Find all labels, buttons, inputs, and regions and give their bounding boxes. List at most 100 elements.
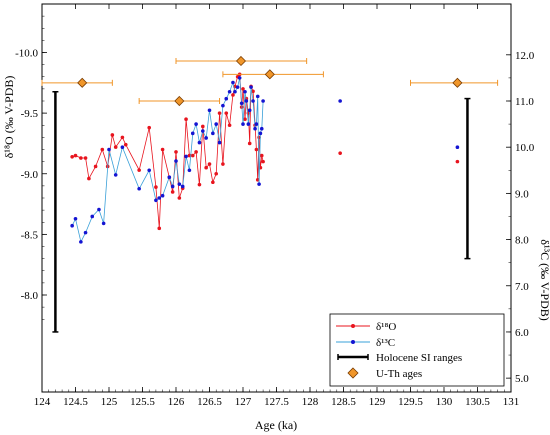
d13c-point — [190, 131, 195, 136]
d13c-point — [194, 122, 198, 126]
d13c-point — [147, 168, 151, 173]
d18o-point — [73, 153, 78, 158]
d13c-point — [180, 184, 185, 189]
uth-age-marker-0 — [77, 77, 88, 88]
x-tick-label-7: 127.5 — [264, 396, 289, 408]
x-tick-label-6: 127 — [235, 396, 252, 408]
legend-label-uth: U-Th ages — [376, 368, 422, 380]
d13c-point — [83, 230, 88, 235]
d18o-point — [227, 123, 232, 128]
d18o-point — [184, 117, 188, 121]
legend-marker-d18o — [351, 324, 355, 328]
x-tick-label-13: 130.5 — [465, 396, 490, 408]
d18o-point — [190, 153, 195, 158]
d18o-point — [338, 151, 342, 155]
d13c-point — [247, 108, 252, 113]
series-layer — [41, 55, 499, 333]
x-tick-label-10: 129 — [369, 396, 386, 408]
x-tick-label-12: 130 — [436, 396, 453, 408]
d13c-point — [257, 182, 261, 186]
d13c-point — [224, 96, 229, 101]
d13c-point — [235, 85, 240, 89]
d18o-point — [160, 147, 165, 152]
d13c-point — [70, 223, 74, 228]
d13c-point — [253, 126, 257, 131]
y-left-tick-label-2: -9.0 — [21, 169, 39, 181]
d13c-point — [197, 140, 202, 145]
d18o-point — [147, 125, 151, 130]
d18o-point — [211, 180, 215, 185]
d18o-point — [254, 147, 259, 152]
legend-label-d13c: δ¹³C — [376, 337, 395, 349]
d13c-point — [217, 140, 222, 145]
d13c-point — [241, 122, 245, 126]
d18o-point — [241, 87, 245, 91]
d13c-point — [170, 184, 175, 189]
d13c-point — [184, 154, 188, 159]
d13c-point — [157, 196, 162, 200]
legend-label-holocene: Holocene SI ranges — [376, 352, 462, 364]
uth-age-marker-4 — [452, 77, 463, 88]
d13c-point — [113, 173, 118, 177]
y-left-tick-label-4: -8.0 — [21, 290, 39, 302]
y-axis-right-label: δ¹³C (‰ V-PDB) — [538, 239, 550, 321]
d13c-point — [204, 136, 208, 140]
d18o-point — [224, 111, 229, 115]
d18o-point — [83, 156, 88, 160]
y-left-tick-label-3: -8.5 — [21, 229, 39, 241]
d18o-point — [174, 150, 178, 154]
d18o-point — [455, 159, 460, 164]
x-tick-label-11: 129.5 — [398, 396, 423, 408]
y-right-tick-label-0: 5.0 — [515, 373, 529, 385]
y-right-tick-label-1: 6.0 — [515, 327, 529, 339]
d13c-point — [79, 240, 83, 244]
x-tick-label-9: 128.5 — [331, 396, 356, 408]
d13c-point — [243, 89, 247, 94]
uth-age-marker-2 — [235, 55, 247, 67]
d18o-point — [259, 153, 264, 158]
legend: δ¹⁸O δ¹³C Holocene SI ranges U-Th ages — [329, 313, 505, 387]
d13c-point — [255, 94, 260, 99]
d13c-point — [73, 216, 78, 221]
d18o-point — [197, 182, 202, 187]
d13c-point — [90, 214, 95, 219]
y-right-tick-label-5: 10.0 — [515, 142, 535, 154]
legend-label-d18o: δ¹⁸O — [376, 321, 396, 333]
y-right-tick-label-4: 9.0 — [515, 188, 529, 200]
d18o-point — [170, 190, 175, 194]
y-right-tick-label-6: 11.0 — [515, 96, 534, 108]
d13c-point — [231, 80, 235, 85]
d18o-point — [100, 147, 105, 152]
d18o-point — [261, 159, 265, 164]
d18o-point — [137, 168, 141, 172]
d13c-point — [154, 198, 158, 203]
legend-marker-uth — [347, 367, 359, 379]
d18o-point — [157, 226, 162, 231]
d13c-point — [233, 89, 237, 94]
y-right-tick-label-7: 12.0 — [515, 50, 535, 62]
x-axis-label: Age (ka) — [255, 418, 297, 432]
d13c-line — [71, 77, 264, 244]
x-tick-label-5: 126.5 — [197, 396, 222, 408]
d13c-point — [455, 145, 460, 149]
d18o-point — [221, 162, 225, 166]
d18o-point — [243, 117, 247, 121]
d18o-point — [70, 154, 74, 159]
x-tick-label-8: 128 — [302, 396, 319, 408]
d13c-point — [120, 145, 125, 149]
d18o-point — [177, 196, 182, 200]
y-left-tick-label-0: -10.0 — [15, 48, 38, 60]
x-tick-label-14: 131 — [503, 396, 520, 408]
d18o-point — [207, 162, 212, 166]
d18o-point — [194, 150, 198, 154]
d13c-point — [177, 182, 182, 186]
d13c-point — [167, 175, 172, 180]
d13c-point — [97, 207, 101, 212]
y-right-tick-label-3: 8.0 — [515, 235, 529, 247]
d13c-point — [249, 85, 253, 89]
d18o-point — [79, 156, 83, 160]
d13c-point — [137, 186, 141, 191]
d13c-point — [101, 221, 106, 226]
d13c-point — [207, 108, 212, 113]
